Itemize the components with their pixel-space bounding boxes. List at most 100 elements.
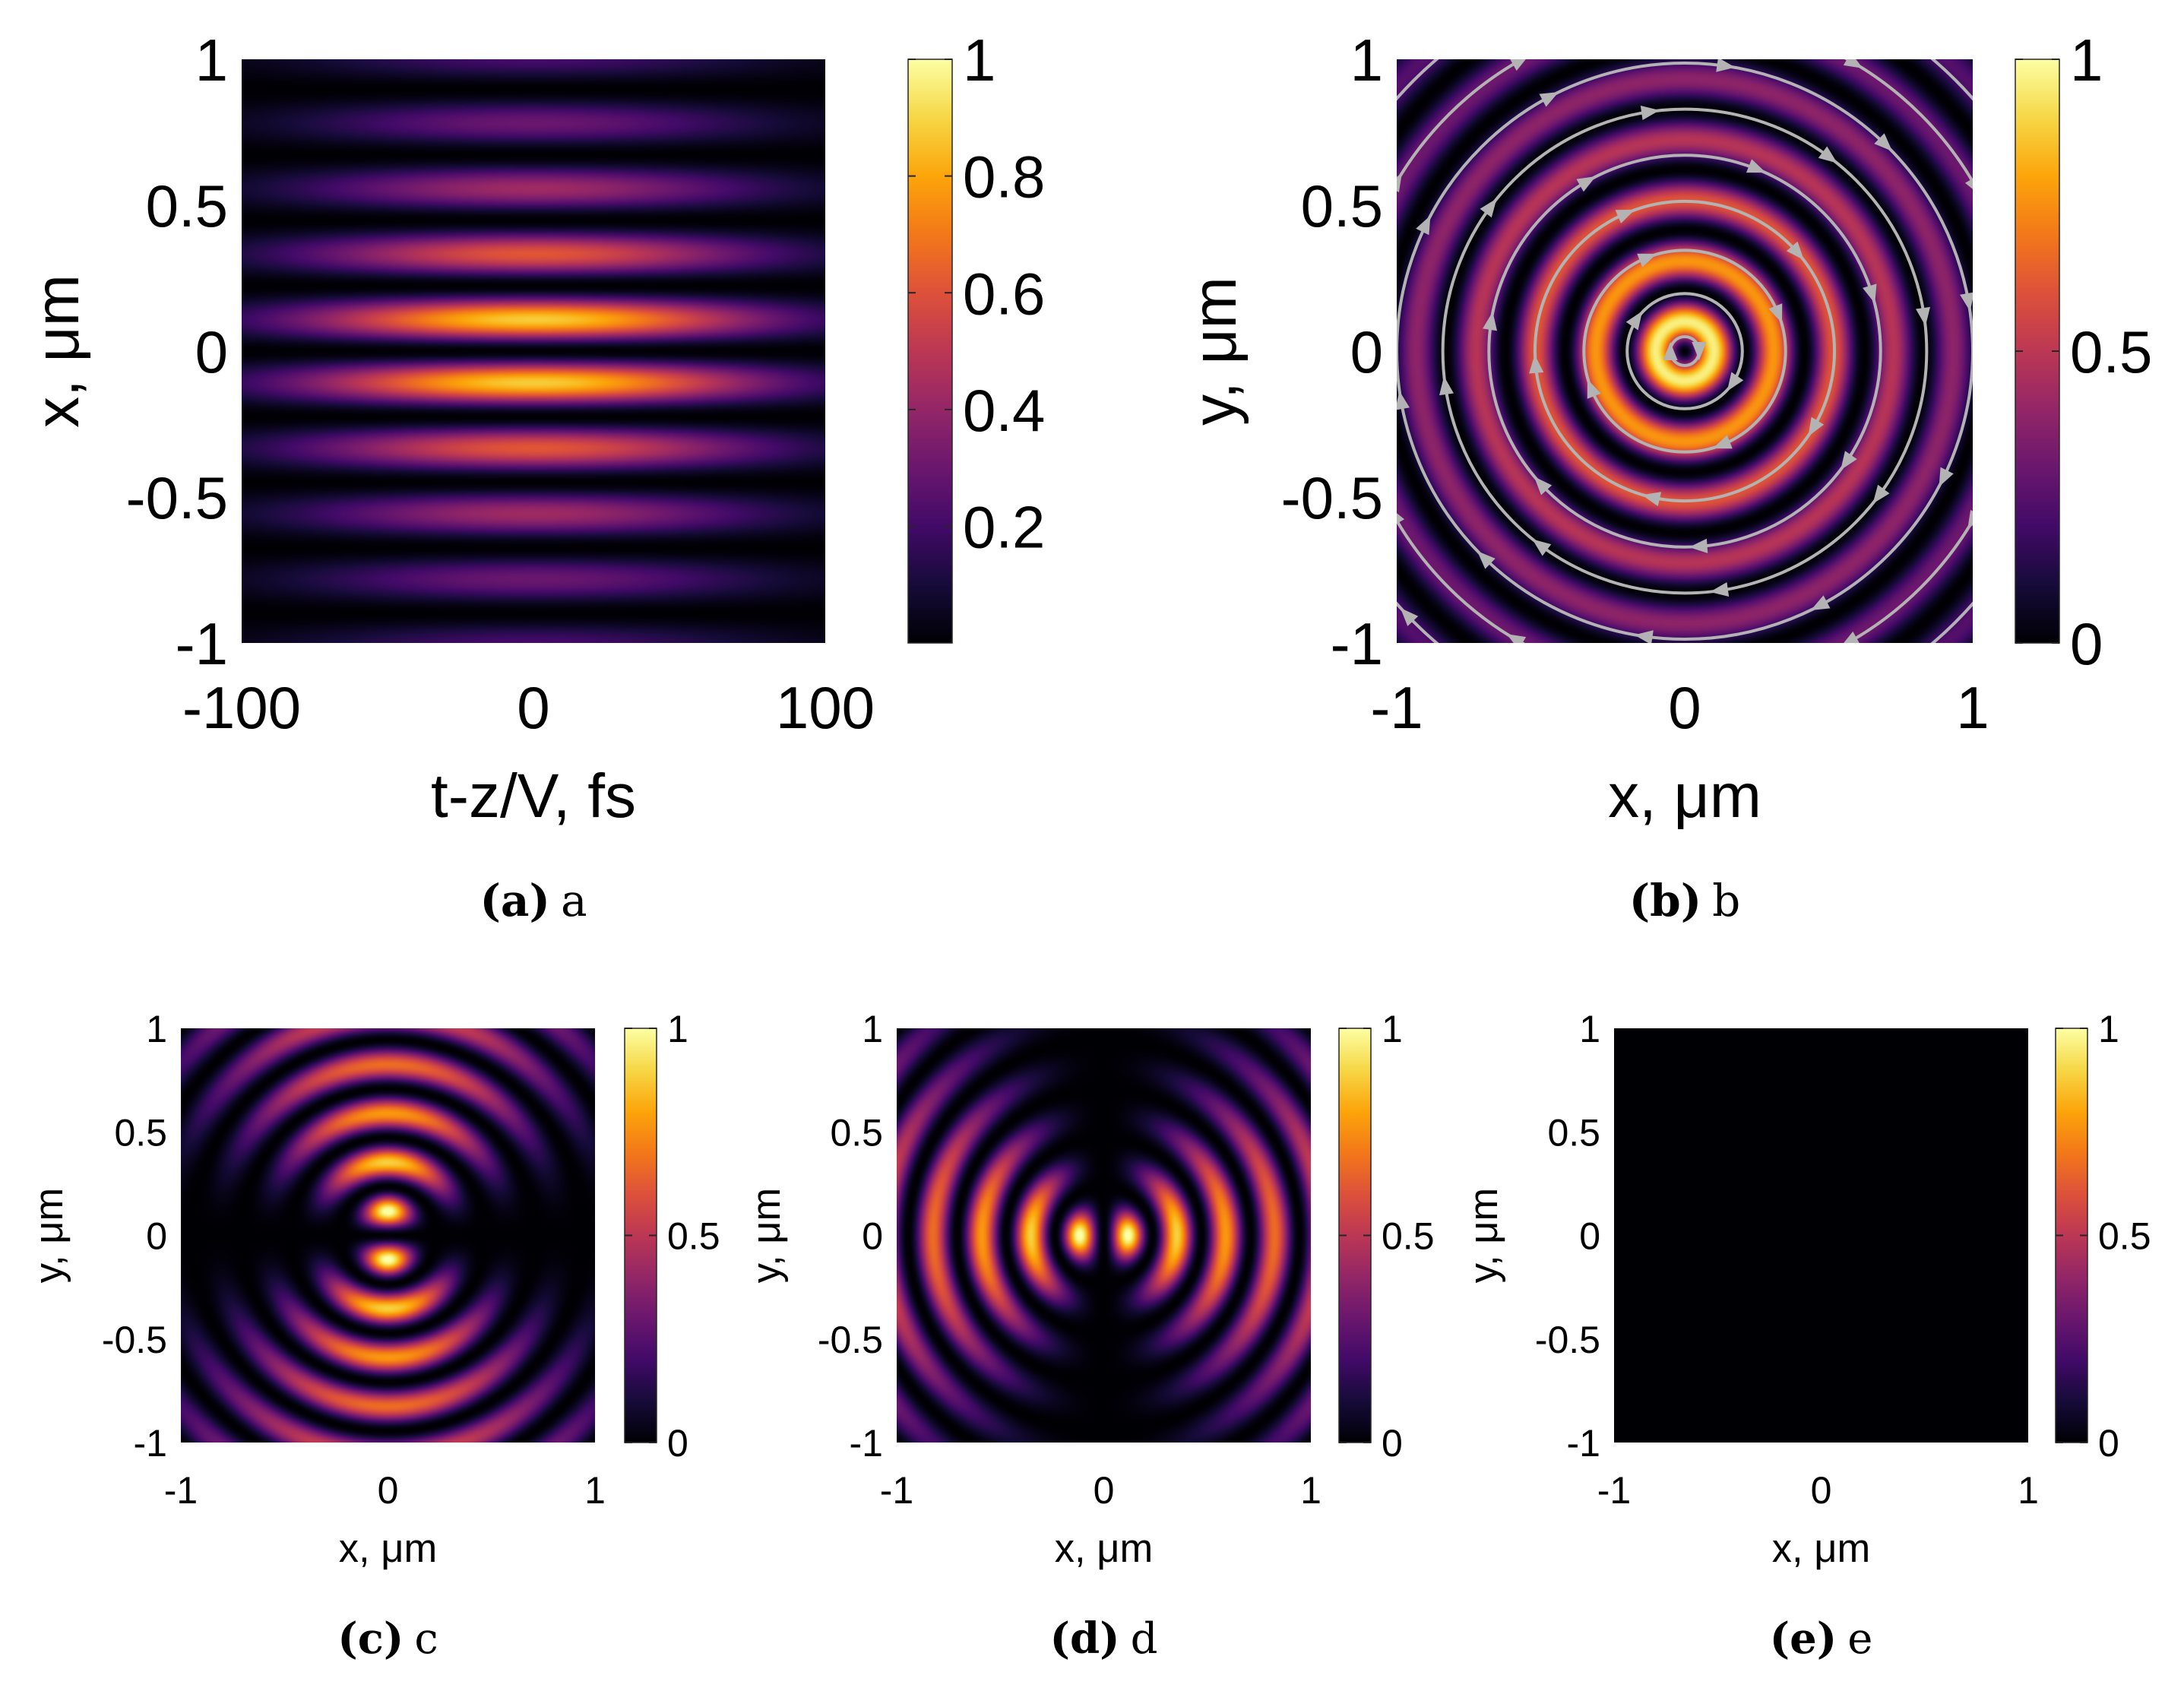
streamline-arrow — [1689, 538, 1708, 553]
y-tick-label: -0.5 — [102, 1319, 167, 1361]
x-tick-label: 0 — [1811, 1469, 1832, 1512]
colorbar-tick-label: 0 — [667, 1422, 688, 1465]
streamline-arrow — [1625, 311, 1643, 331]
x-tick-label: -100 — [182, 674, 301, 741]
colorbar — [907, 59, 953, 644]
caption-text: b — [1712, 875, 1740, 926]
x-tick-label: 1 — [584, 1469, 606, 1512]
streamline-arrow — [1843, 59, 1863, 68]
y-tick-label: 0.5 — [146, 173, 228, 239]
y-tick-label: 1 — [195, 27, 228, 93]
panel-caption: (e) e — [1770, 1614, 1873, 1664]
streamline-arrow — [1905, 648, 1924, 664]
streamline-arrow — [1768, 303, 1783, 324]
panel-d: -1 0 1 1 0.5 0 -0.5 -1 x, μm y, μm 1 0.5 0 (d) d — [744, 1008, 1435, 1664]
panel-e: -1 0 1 1 0.5 0 -0.5 -1 x, μm y, μm 1 0.5 0 (e) e — [1461, 1008, 2151, 1664]
colorbar-tick-label: 0.6 — [963, 260, 1045, 327]
streamline-arrow — [1480, 198, 1497, 218]
streamline-arrow — [1378, 100, 1396, 119]
colorbar-tick-label: 0.2 — [963, 493, 1045, 560]
streamline-arrow — [1510, 59, 1526, 71]
caption-label: (c) — [337, 1614, 404, 1664]
streamline-arrow — [1786, 241, 1804, 261]
heatmap-c — [181, 1028, 595, 1443]
colorbar-tick-label: 0 — [1382, 1422, 1403, 1465]
y-tick-label: 1 — [1579, 1008, 1600, 1050]
panel-caption: (d) d — [1049, 1614, 1157, 1664]
x-axis-label: t-z/V, fs — [431, 762, 636, 831]
colorbar-tick-label: 1 — [2098, 1008, 2119, 1050]
y-tick-label: 0 — [1350, 318, 1383, 385]
streamline-arrow — [1939, 467, 1954, 487]
x-tick-label: 1 — [1956, 674, 1989, 741]
y-tick-label: 0 — [195, 318, 228, 385]
streamline-arrow — [1863, 283, 1877, 304]
streamline-arrow — [1964, 179, 1973, 189]
streamline — [1441, 107, 1929, 595]
streamline-arrow — [1416, 215, 1431, 236]
streamline-arrow — [1506, 634, 1527, 643]
y-tick-label: 0.5 — [1301, 173, 1383, 239]
streamline-arrow — [1746, 159, 1766, 173]
colorbar-tick-label: 0.5 — [1382, 1215, 1435, 1258]
streamline-arrow — [1534, 477, 1553, 496]
y-tick-label: 0.5 — [114, 1111, 167, 1154]
streamline-arrow — [1808, 416, 1825, 437]
x-axis-label: x, μm — [1608, 762, 1761, 831]
streamline-arrow — [1716, 59, 1736, 72]
colorbar-tick-label: 0.8 — [963, 144, 1045, 211]
panel-caption: (a) a — [480, 875, 587, 926]
colorbar-tick-label: 0.5 — [2098, 1215, 2151, 1258]
y-tick-label: -0.5 — [818, 1319, 883, 1361]
streamline — [1487, 154, 1882, 549]
panel-b: -1 0 1 1 0.5 0 -0.5 -1 x, μm y, μm 1 0.5 0 (b) b — [1180, 0, 2152, 926]
streamlines — [1312, 0, 1973, 724]
streamline-arrow — [1727, 372, 1744, 391]
x-tick-label: 0 — [1094, 1469, 1115, 1512]
streamline-arrow — [1880, 17, 1899, 33]
streamline-arrow — [1960, 292, 1973, 312]
streamline-arrow — [1529, 354, 1544, 374]
streamline-arrow — [1872, 484, 1890, 504]
streamline-arrow — [1312, 446, 1325, 466]
streamline-arrow — [1637, 253, 1657, 268]
streamline-arrow — [1692, 342, 1707, 360]
y-tick-label: 1 — [1350, 27, 1383, 93]
x-axis-label: x, μm — [1055, 1526, 1153, 1571]
streamline-arrow — [1915, 306, 1930, 326]
caption-label: (b) — [1629, 875, 1701, 926]
y-tick-label: -0.5 — [1535, 1319, 1600, 1361]
colorbar-tick-label: 1 — [2070, 27, 2103, 93]
streamline-arrow — [1397, 513, 1405, 524]
x-tick-label: 1 — [1300, 1469, 1321, 1512]
colorbar-tick-label: 1 — [667, 1008, 688, 1050]
caption-text: d — [1131, 1614, 1158, 1664]
streamline-arrow — [1532, 539, 1552, 556]
x-tick-label: 1 — [2018, 1469, 2039, 1512]
heatmap-d — [897, 1028, 1311, 1443]
y-axis-label: y, μm — [744, 1188, 789, 1284]
colorbar-tick-label: 1 — [963, 27, 995, 93]
caption-text: a — [561, 875, 587, 926]
panel-a: -100 0 100 1 0.5 0 -0.5 -1 t-z/V, fs x, μm 1 0.8 0.6… — [23, 27, 1045, 926]
y-tick-label: 0.5 — [1547, 1111, 1600, 1154]
x-tick-label: -1 — [1370, 674, 1423, 741]
x-axis-label: x, μm — [1772, 1526, 1870, 1571]
streamline-arrow — [1526, 0, 1546, 8]
x-tick-label: -1 — [164, 1469, 198, 1512]
y-tick-label: -1 — [176, 610, 228, 677]
y-tick-label: -0.5 — [126, 464, 228, 531]
y-tick-label: -1 — [1331, 610, 1383, 677]
streamline-arrow — [1841, 451, 1857, 470]
streamline-arrow — [1874, 133, 1893, 151]
x-tick-label: -1 — [1597, 1469, 1631, 1512]
streamline-arrow — [1844, 631, 1860, 643]
streamline — [1533, 199, 1837, 503]
x-tick-label: 0 — [517, 674, 549, 741]
y-tick-label: -1 — [134, 1422, 167, 1465]
caption-label: (e) — [1770, 1614, 1837, 1664]
y-axis-label: y, μm — [1461, 1188, 1506, 1284]
streamline-arrow — [1712, 435, 1733, 449]
caption-text: e — [1847, 1614, 1872, 1664]
streamline-arrow — [1553, 710, 1572, 724]
